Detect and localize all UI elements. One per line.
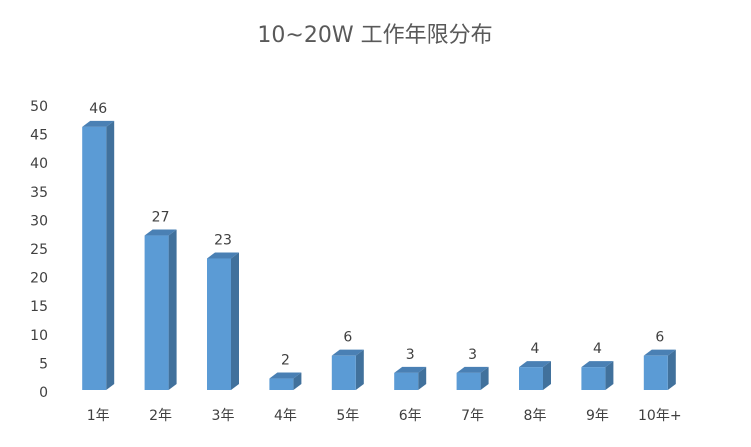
bar-side xyxy=(168,229,177,390)
bar-side xyxy=(355,349,364,390)
bar-front xyxy=(394,372,419,390)
data-label: 2 xyxy=(281,353,290,369)
data-label: 23 xyxy=(214,232,232,248)
bar xyxy=(269,372,302,390)
x-tick-label: 2年 xyxy=(149,408,172,424)
y-tick-label: 5 xyxy=(39,356,48,372)
bar-top xyxy=(519,361,551,368)
bar-side xyxy=(418,366,427,390)
data-label: 3 xyxy=(406,347,415,363)
bar-top xyxy=(394,366,427,373)
data-label: 46 xyxy=(89,101,107,117)
bar-top xyxy=(207,252,239,259)
bar-side xyxy=(106,120,115,390)
y-tick-label: 35 xyxy=(30,185,48,201)
y-tick-label: 10 xyxy=(30,328,48,344)
bar xyxy=(82,120,115,390)
bar xyxy=(643,349,676,390)
bar xyxy=(581,361,614,390)
bar xyxy=(394,366,427,390)
x-tick-label: 9年 xyxy=(586,408,609,424)
bar xyxy=(331,349,364,390)
x-tick-label: 6年 xyxy=(399,408,422,424)
data-label: 6 xyxy=(655,330,664,346)
bar-front xyxy=(144,235,169,390)
x-tick-label: 7年 xyxy=(461,408,484,424)
y-tick-label: 50 xyxy=(30,99,48,115)
y-tick-label: 25 xyxy=(30,242,48,258)
bar-top xyxy=(456,366,489,373)
bar-front xyxy=(331,355,356,390)
bar xyxy=(207,252,239,390)
bar-front xyxy=(519,367,543,390)
data-label: 4 xyxy=(593,341,602,357)
data-label: 6 xyxy=(343,330,352,346)
y-tick-label: 30 xyxy=(30,213,48,229)
chart-title: 10~20W 工作年限分布 xyxy=(257,23,492,48)
x-tick-label: 3年 xyxy=(212,408,235,424)
bar-top xyxy=(144,229,177,236)
bar-top xyxy=(643,349,676,356)
bar xyxy=(519,361,551,390)
data-label: 27 xyxy=(152,210,170,226)
y-tick-label: 40 xyxy=(30,156,48,172)
x-tick-label: 10年+ xyxy=(638,408,682,424)
bar-top xyxy=(331,349,364,356)
bar-front xyxy=(643,355,668,390)
x-tick-label: 5年 xyxy=(336,408,359,424)
data-label: 4 xyxy=(531,341,540,357)
bar-front xyxy=(207,258,231,390)
bar-top xyxy=(82,120,115,127)
bar-top xyxy=(269,372,302,379)
bar-side xyxy=(605,361,614,390)
y-tick-label: 0 xyxy=(39,385,48,401)
bar-side xyxy=(543,361,551,390)
bar xyxy=(144,229,177,390)
bar-side xyxy=(231,252,239,390)
y-tick-label: 20 xyxy=(30,271,48,287)
x-tick-label: 1年 xyxy=(87,408,110,424)
bar-front xyxy=(269,378,294,390)
x-tick-label: 4年 xyxy=(274,408,297,424)
bar-front xyxy=(456,372,481,390)
bar-side xyxy=(480,366,489,390)
bar-front xyxy=(581,367,606,390)
data-label: 3 xyxy=(468,347,477,363)
bar-front xyxy=(82,126,107,390)
bar-side xyxy=(667,349,676,390)
y-tick-label: 45 xyxy=(30,128,48,144)
y-tick-label: 15 xyxy=(30,299,48,315)
x-tick-label: 8年 xyxy=(524,408,547,424)
bar xyxy=(456,366,489,390)
bar-top xyxy=(581,361,614,368)
bar-side xyxy=(293,372,302,390)
